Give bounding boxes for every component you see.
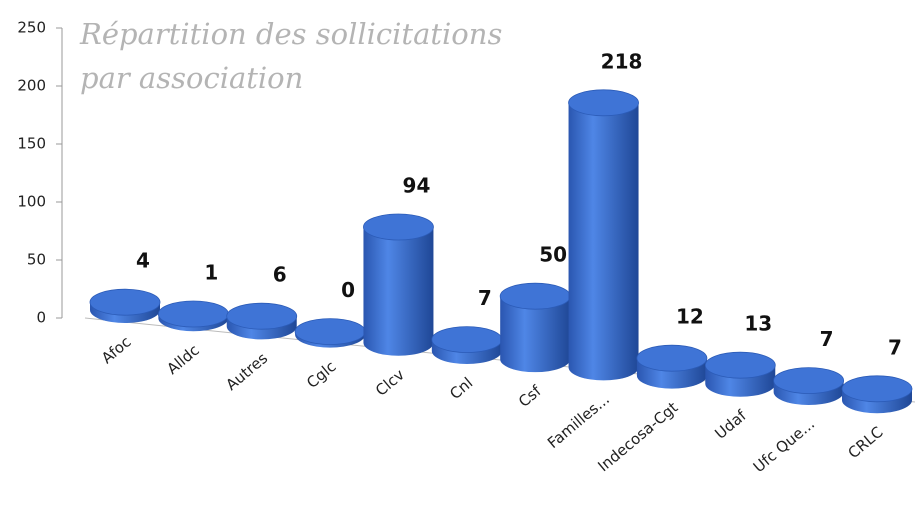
bar	[568, 89, 639, 381]
value-label: 94	[403, 174, 431, 198]
x-tick-label: CRLC	[844, 423, 886, 462]
bar	[226, 302, 298, 340]
bar-top	[226, 302, 298, 330]
bar	[773, 367, 845, 405]
chart-title: Répartition des sollicitations par assoc…	[80, 17, 503, 95]
bar	[841, 375, 913, 414]
x-tick-label: Cglc	[303, 357, 339, 392]
y-tick-label: 100	[17, 193, 46, 211]
bar-top	[636, 344, 708, 372]
x-tick-label: Indecosa-Cgt	[594, 398, 681, 475]
y-tick-label: 200	[17, 77, 46, 95]
bar	[363, 213, 434, 356]
bar-top	[773, 367, 845, 395]
value-label: 7	[888, 335, 902, 359]
value-label: 4	[136, 249, 150, 273]
y-tick-label: 150	[17, 135, 46, 153]
bar-top	[294, 318, 366, 346]
value-label: 1	[204, 261, 218, 285]
value-label: 7	[478, 286, 492, 310]
value-label: 13	[744, 312, 772, 336]
value-label: 218	[601, 49, 643, 73]
x-tick-label: Autres	[222, 349, 271, 394]
x-tick-label: Csf	[515, 381, 545, 410]
bar-body	[568, 102, 639, 381]
bar-top	[89, 288, 161, 316]
bar-top	[157, 300, 229, 328]
value-label: 6	[273, 263, 287, 287]
bar-top	[841, 375, 913, 403]
bar-body	[500, 296, 571, 373]
bar-body	[363, 227, 434, 356]
bar	[294, 318, 366, 348]
x-tick-label: Alldc	[163, 341, 202, 378]
y-tick-label: 50	[27, 251, 46, 269]
x-tick-label: Familles...	[544, 390, 613, 452]
bar-top	[431, 326, 503, 354]
x-tick-label: Afoc	[98, 333, 134, 368]
bar	[157, 300, 229, 332]
bar	[704, 351, 776, 397]
value-label: 12	[676, 305, 704, 329]
y-tick-label: 250	[17, 19, 46, 37]
value-label: 7	[820, 327, 834, 351]
bar	[636, 344, 708, 389]
value-label: 0	[341, 278, 355, 302]
value-label: 50	[539, 243, 567, 267]
x-tick-label: Udaf	[711, 406, 750, 443]
x-tick-label: Ufc Que...	[750, 415, 818, 476]
bar-top	[499, 282, 571, 310]
x-tick-label: Clcv	[372, 365, 408, 399]
x-tick-label: Cnl	[446, 374, 476, 403]
bar-top	[568, 89, 639, 117]
y-tick-label: 0	[36, 309, 46, 327]
bar	[431, 326, 503, 365]
bar	[499, 282, 571, 373]
bar-top	[704, 351, 776, 379]
bar-top	[363, 213, 434, 241]
bar	[89, 288, 161, 323]
